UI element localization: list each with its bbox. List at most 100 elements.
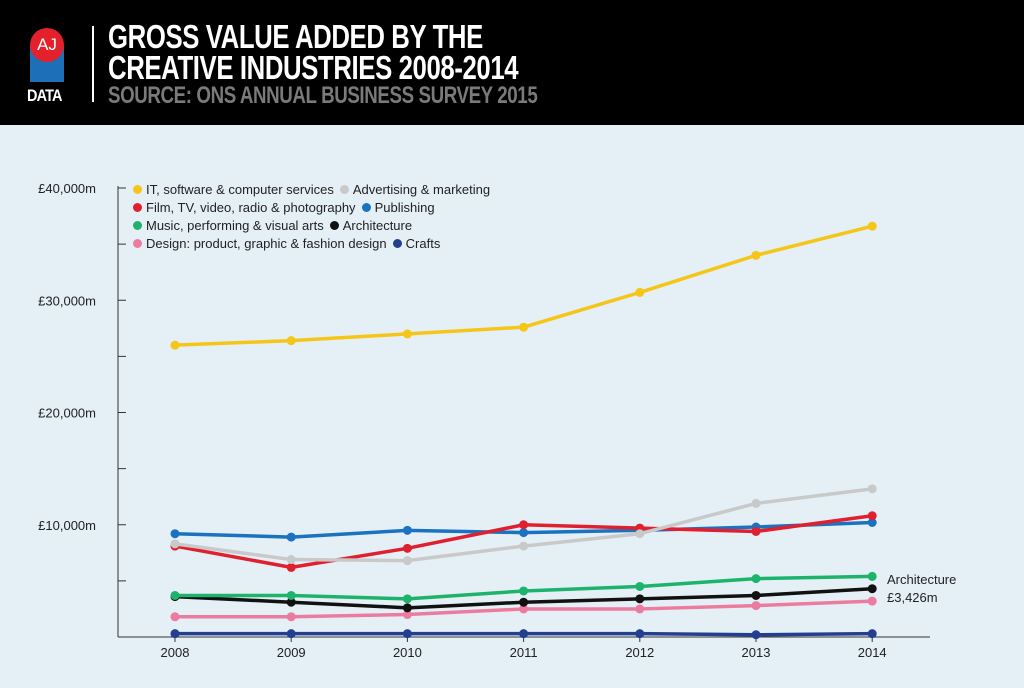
header-banner: AJ DATA GROSS VALUE ADDED BY THE CREATIV…	[0, 0, 1024, 125]
data-point	[402, 629, 412, 639]
data-point	[751, 574, 761, 584]
legend: IT, software & computer services Adverti…	[133, 180, 496, 252]
x-tick-label: 2014	[858, 645, 887, 660]
legend-row: IT, software & computer services Adverti…	[133, 180, 496, 198]
data-point	[867, 511, 877, 521]
legend-row: Music, performing & visual arts Architec…	[133, 216, 496, 234]
y-tick-label: £40,000m	[38, 181, 96, 196]
data-point	[519, 541, 529, 551]
data-point	[286, 532, 296, 542]
x-tick-label: 2013	[742, 645, 771, 660]
logo-data-label: DATA	[27, 86, 62, 105]
data-point	[170, 590, 180, 600]
legend-item: IT, software & computer services	[133, 182, 334, 197]
data-point	[635, 604, 645, 614]
legend-item: Music, performing & visual arts	[133, 218, 324, 233]
data-point	[519, 528, 529, 538]
aj-logo: AJ	[30, 28, 64, 62]
y-tick-label: £10,000m	[38, 518, 96, 533]
legend-dot-icon	[133, 238, 142, 248]
header-divider	[92, 26, 94, 102]
data-point	[286, 597, 296, 607]
x-tick-label: 2011	[510, 645, 538, 660]
data-point	[867, 571, 877, 581]
data-point	[519, 604, 529, 614]
data-point	[867, 484, 877, 494]
data-point	[286, 590, 296, 600]
data-point	[170, 612, 180, 622]
legend-label: Architecture	[342, 217, 413, 233]
data-point	[170, 539, 180, 549]
data-point	[286, 336, 296, 346]
data-point	[519, 520, 529, 530]
legend-label: Publishing	[374, 199, 435, 215]
data-point	[519, 322, 529, 332]
data-point	[635, 594, 645, 604]
legend-item: Crafts	[392, 235, 441, 251]
chart-source: SOURCE: ONS ANNUAL BUSINESS SURVEY 2015	[108, 82, 538, 109]
data-point	[867, 629, 877, 639]
legend-dot-icon	[339, 184, 349, 194]
annotation-line1: Architecture	[887, 572, 957, 587]
data-point	[867, 596, 877, 606]
x-tick-label: 2009	[277, 645, 306, 660]
legend-dot-icon	[392, 238, 402, 248]
data-point	[751, 250, 761, 260]
data-point	[635, 287, 645, 297]
data-point	[402, 603, 412, 613]
data-point	[635, 529, 645, 539]
legend-label: Design: product, graphic & fashion desig…	[146, 235, 387, 251]
data-point	[867, 584, 877, 594]
legend-dot-icon	[329, 220, 339, 230]
data-point	[402, 610, 412, 620]
y-tick-label: £30,000m	[38, 293, 96, 308]
annotation-line2: £3,426m	[887, 590, 938, 605]
data-point	[751, 526, 761, 536]
data-point	[751, 601, 761, 611]
legend-label: Advertising & marketing	[352, 181, 491, 197]
legend-row: Design: product, graphic & fashion desig…	[133, 234, 496, 252]
data-point	[286, 612, 296, 622]
data-point	[635, 581, 645, 591]
legend-dot-icon	[133, 202, 142, 212]
x-tick-label: 2008	[161, 645, 190, 660]
legend-item: Design: product, graphic & fashion desig…	[133, 236, 387, 251]
data-point	[635, 629, 645, 639]
legend-item: Film, TV, video, radio & photography	[133, 200, 356, 215]
legend-label: Crafts	[405, 235, 441, 251]
data-point	[867, 221, 877, 231]
data-point	[286, 555, 296, 565]
data-point	[286, 629, 296, 639]
legend-row: Film, TV, video, radio & photography Pub…	[133, 198, 496, 216]
y-tick-label: £20,000m	[38, 406, 96, 421]
data-point	[867, 518, 877, 528]
data-point	[170, 629, 180, 639]
legend-dot-icon	[361, 202, 371, 212]
data-point	[402, 525, 412, 535]
data-point	[751, 498, 761, 508]
data-point	[751, 630, 761, 640]
legend-item: Advertising & marketing	[339, 181, 491, 197]
data-point	[170, 529, 180, 539]
architecture-annotation: Architecture £3,426m	[887, 571, 956, 607]
data-point	[402, 543, 412, 553]
legend-label: IT, software & computer services	[146, 181, 334, 197]
data-point	[519, 597, 529, 607]
data-point	[170, 340, 180, 350]
legend-label: Film, TV, video, radio & photography	[146, 199, 356, 215]
data-point	[402, 329, 412, 339]
legend-label: Music, performing & visual arts	[146, 217, 324, 233]
legend-dot-icon	[133, 184, 142, 194]
data-point	[286, 562, 296, 572]
chart-title-line1: GROSS VALUE ADDED BY THE	[108, 18, 483, 55]
legend-dot-icon	[133, 220, 142, 230]
data-point	[402, 556, 412, 566]
legend-item: Publishing	[361, 199, 435, 215]
legend-item: Architecture	[329, 217, 413, 233]
x-tick-label: 2010	[393, 645, 422, 660]
x-tick-label: 2012	[625, 645, 654, 660]
chart-title-line2: CREATIVE INDUSTRIES 2008-2014	[108, 49, 519, 86]
data-point	[751, 590, 761, 600]
data-point	[519, 586, 529, 596]
